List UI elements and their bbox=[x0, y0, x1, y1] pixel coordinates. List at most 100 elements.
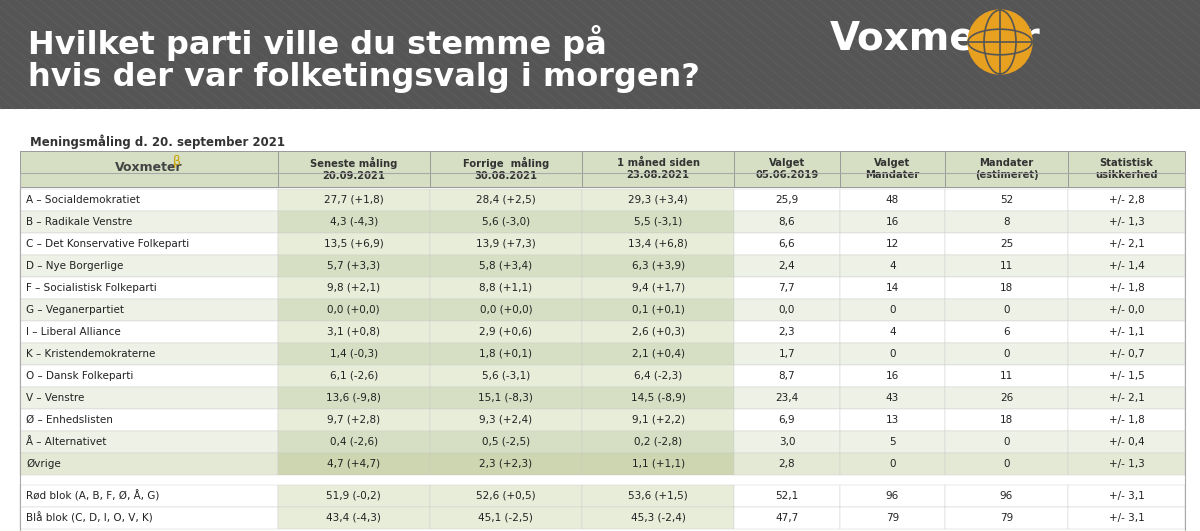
Bar bbox=[840, 299, 944, 321]
Bar bbox=[944, 343, 1068, 365]
Bar bbox=[840, 365, 944, 387]
Text: 18: 18 bbox=[1000, 283, 1013, 293]
Bar bbox=[277, 255, 430, 277]
Text: 4: 4 bbox=[889, 327, 895, 337]
Text: 2,3: 2,3 bbox=[779, 327, 796, 337]
Text: D – Nye Borgerlige: D – Nye Borgerlige bbox=[26, 261, 124, 271]
Text: +/- 1,8: +/- 1,8 bbox=[1109, 415, 1145, 425]
Text: 0,4 (-2,6): 0,4 (-2,6) bbox=[330, 437, 378, 447]
Bar bbox=[582, 233, 734, 255]
Bar bbox=[840, 453, 944, 475]
Bar bbox=[20, 453, 277, 475]
Text: 13,5 (+6,9): 13,5 (+6,9) bbox=[324, 239, 384, 249]
Bar bbox=[430, 189, 582, 211]
Text: 6,9: 6,9 bbox=[779, 415, 796, 425]
Bar bbox=[734, 211, 840, 233]
Bar bbox=[1068, 409, 1186, 431]
Bar bbox=[20, 387, 277, 409]
Bar bbox=[944, 299, 1068, 321]
Bar bbox=[944, 233, 1068, 255]
Bar bbox=[582, 277, 734, 299]
Bar bbox=[944, 365, 1068, 387]
Bar bbox=[20, 365, 277, 387]
Text: F – Socialistisk Folkeparti: F – Socialistisk Folkeparti bbox=[26, 283, 157, 293]
Bar bbox=[20, 233, 277, 255]
Bar bbox=[277, 299, 430, 321]
Text: +/- 1,1: +/- 1,1 bbox=[1109, 327, 1145, 337]
Text: A – Socialdemokratiet: A – Socialdemokratiet bbox=[26, 195, 140, 205]
Bar bbox=[20, 299, 277, 321]
Bar bbox=[734, 277, 840, 299]
Bar bbox=[430, 255, 582, 277]
Bar bbox=[277, 431, 430, 453]
Text: 3,1 (+0,8): 3,1 (+0,8) bbox=[328, 327, 380, 337]
Text: 0,0: 0,0 bbox=[779, 305, 796, 315]
Text: 16: 16 bbox=[886, 371, 899, 381]
Bar bbox=[734, 431, 840, 453]
Bar bbox=[1068, 365, 1186, 387]
Text: +/- 1,3: +/- 1,3 bbox=[1109, 459, 1145, 469]
Bar bbox=[944, 387, 1068, 409]
Bar bbox=[944, 507, 1068, 529]
Text: +/- 3,1: +/- 3,1 bbox=[1109, 491, 1145, 501]
Text: 0,1 (+0,1): 0,1 (+0,1) bbox=[631, 305, 684, 315]
Text: 43: 43 bbox=[886, 393, 899, 403]
Text: 1,4 (-0,3): 1,4 (-0,3) bbox=[330, 349, 378, 359]
Bar bbox=[582, 409, 734, 431]
Bar bbox=[430, 277, 582, 299]
Bar bbox=[734, 255, 840, 277]
Text: 4,3 (-4,3): 4,3 (-4,3) bbox=[330, 217, 378, 227]
Text: +/- 1,8: +/- 1,8 bbox=[1109, 283, 1145, 293]
Bar bbox=[1068, 255, 1186, 277]
Text: 0: 0 bbox=[889, 305, 895, 315]
Text: 5,6 (-3,0): 5,6 (-3,0) bbox=[482, 217, 530, 227]
Bar bbox=[734, 507, 840, 529]
Text: 53,6 (+1,5): 53,6 (+1,5) bbox=[629, 491, 688, 501]
Text: Statistisk
usikkerhed: Statistisk usikkerhed bbox=[1096, 158, 1158, 180]
Bar bbox=[582, 255, 734, 277]
Bar bbox=[1068, 321, 1186, 343]
Bar bbox=[430, 453, 582, 475]
Text: 52,6 (+0,5): 52,6 (+0,5) bbox=[476, 491, 535, 501]
Text: 2,3 (+2,3): 2,3 (+2,3) bbox=[479, 459, 533, 469]
Bar bbox=[944, 485, 1068, 507]
Text: 47,7: 47,7 bbox=[775, 513, 798, 523]
Text: Meningsmåling d. 20. september 2021: Meningsmåling d. 20. september 2021 bbox=[30, 134, 286, 149]
Text: B – Radikale Venstre: B – Radikale Venstre bbox=[26, 217, 132, 227]
Text: 6,4 (-2,3): 6,4 (-2,3) bbox=[634, 371, 683, 381]
Text: 96: 96 bbox=[1000, 491, 1013, 501]
Bar bbox=[20, 255, 277, 277]
Text: 16: 16 bbox=[886, 217, 899, 227]
Text: +/- 1,5: +/- 1,5 bbox=[1109, 371, 1145, 381]
Text: I – Liberal Alliance: I – Liberal Alliance bbox=[26, 327, 121, 337]
Bar bbox=[430, 321, 582, 343]
Text: +/- 0,0: +/- 0,0 bbox=[1109, 305, 1145, 315]
Text: 8,6: 8,6 bbox=[779, 217, 796, 227]
Text: C – Det Konservative Folkeparti: C – Det Konservative Folkeparti bbox=[26, 239, 190, 249]
Text: 0,0 (+0,0): 0,0 (+0,0) bbox=[480, 305, 533, 315]
Bar bbox=[1068, 277, 1186, 299]
Text: +/- 2,1: +/- 2,1 bbox=[1109, 239, 1145, 249]
Text: +/- 0,7: +/- 0,7 bbox=[1109, 349, 1145, 359]
Text: 0,2 (-2,8): 0,2 (-2,8) bbox=[634, 437, 682, 447]
Text: 2,4: 2,4 bbox=[779, 261, 796, 271]
Bar bbox=[1068, 431, 1186, 453]
Text: hvis der var folketingsvalg i morgen?: hvis der var folketingsvalg i morgen? bbox=[28, 62, 700, 93]
Text: 9,1 (+2,2): 9,1 (+2,2) bbox=[631, 415, 685, 425]
Bar bbox=[1068, 485, 1186, 507]
Bar bbox=[840, 343, 944, 365]
Text: 5: 5 bbox=[889, 437, 895, 447]
Bar bbox=[840, 507, 944, 529]
Bar bbox=[430, 343, 582, 365]
Text: 5,6 (-3,1): 5,6 (-3,1) bbox=[481, 371, 530, 381]
Text: 0: 0 bbox=[889, 349, 895, 359]
Bar bbox=[1068, 343, 1186, 365]
Bar bbox=[840, 431, 944, 453]
Bar bbox=[582, 343, 734, 365]
Bar bbox=[20, 321, 277, 343]
Text: 29,3 (+3,4): 29,3 (+3,4) bbox=[629, 195, 688, 205]
Text: K – Kristendemokraterne: K – Kristendemokraterne bbox=[26, 349, 155, 359]
Text: 2,6 (+0,3): 2,6 (+0,3) bbox=[631, 327, 685, 337]
Text: 0: 0 bbox=[1003, 305, 1009, 315]
Bar bbox=[430, 211, 582, 233]
